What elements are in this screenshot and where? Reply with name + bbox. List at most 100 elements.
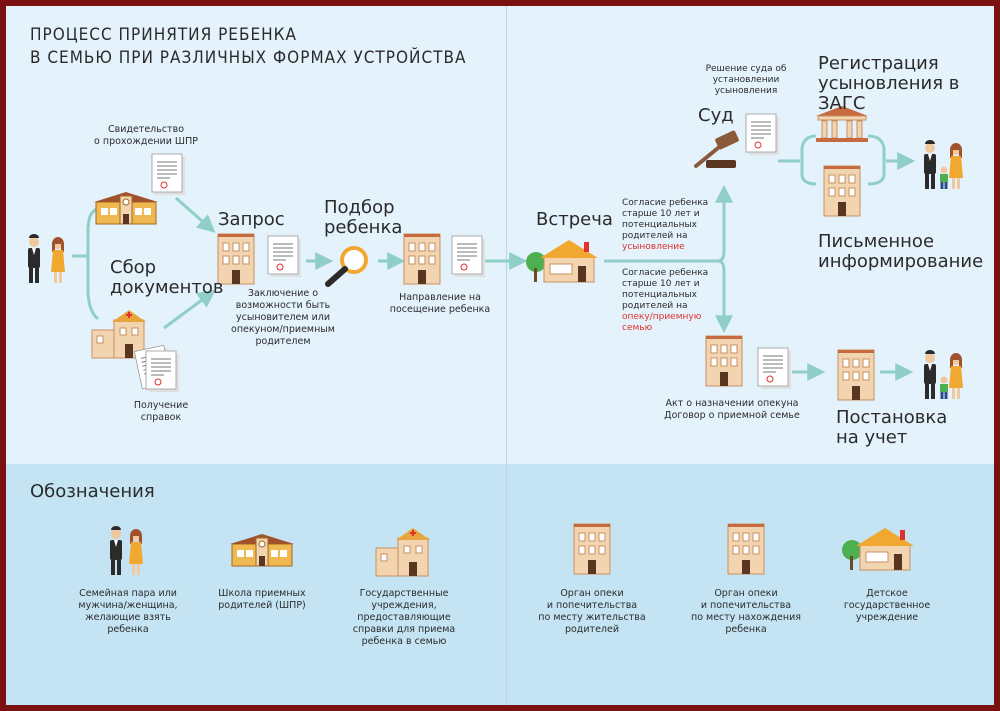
legend-guardian-child-label: Орган опеки и попечительства по месту на… — [686, 588, 806, 636]
note-consent-adopt-highlight: усыновление — [622, 242, 685, 252]
note-conclusion-line-2: возможности быть — [235, 300, 331, 311]
legend-school-line-2: родителей (ШПР) — [218, 600, 306, 611]
legend-guardian-child-icon — [727, 523, 765, 575]
family-with-child-icon — [924, 140, 963, 189]
legend-guardian-child-line-2: и попечительства — [700, 600, 792, 611]
legend-title: Обозначения — [30, 481, 155, 502]
legend-guardian-child-line-3: по месту нахождения — [691, 612, 801, 623]
legend-gov-line-5: ребенка в семью — [361, 636, 447, 647]
legend-school-label: Школа приемных родителей (ШПР) — [206, 588, 318, 612]
legend-gov-line-2: учреждения, — [371, 600, 437, 611]
center-divider — [506, 6, 507, 705]
step-registration-account: Постановка на учет — [836, 408, 947, 448]
note-certificate-line-2: о прохождении ШПР — [94, 136, 198, 147]
legend-orphanage-line-2: государственное — [843, 600, 931, 611]
legend-guardian-home-line-2: и попечительства — [546, 600, 638, 611]
note-conclusion-line-5: родителем — [255, 336, 311, 347]
conclusion-document-icon — [267, 235, 302, 278]
step-child-selection: Подбор ребенка — [324, 198, 402, 238]
legend-gov-line-4: справки для приема — [352, 624, 456, 635]
note-certs-line-2: справок — [140, 412, 182, 423]
step-meeting: Встреча — [536, 209, 613, 230]
legend-school-icon — [229, 533, 295, 567]
step-written-notification: Письменное информирование — [818, 232, 983, 272]
step-request: Запрос — [218, 209, 285, 230]
note-consent-adoption: Согласие ребенка старше 10 лет и потенци… — [622, 198, 718, 253]
note-act-line-2: Договор о приемной семье — [664, 410, 800, 421]
step-collect-line-1: Сбор — [110, 257, 157, 278]
step-collect-line-2: документов — [110, 277, 224, 298]
legend-orphanage-label: Детское государственное учреждение — [832, 588, 942, 624]
legend-guardian-home-line-1: Орган опеки — [560, 588, 624, 599]
note-consent-foster: Согласие ребенка старше 10 лет и потенци… — [622, 268, 718, 334]
note-court-line-1: Решение суда об — [705, 64, 787, 74]
legend-guardian-child-line-4: ребенка — [725, 624, 767, 635]
note-consent-adopt-line-3: потенциальных — [622, 220, 697, 230]
legend-family-line-1: Семейная пара или — [79, 588, 177, 599]
legend-orphanage-line-1: Детское — [866, 588, 908, 599]
court-decision-document-icon — [745, 113, 780, 156]
legend-panel — [6, 464, 994, 705]
note-court-decision: Решение суда об установлении усыновления — [696, 64, 796, 97]
note-act-line-1: Акт о назначении опекуна — [665, 398, 799, 409]
title-line-1: ПРОЦЕСС ПРИНЯТИЯ РЕБЕНКА — [30, 25, 297, 45]
note-court-line-2: установлении — [712, 75, 780, 85]
legend-gov-icon — [375, 527, 431, 577]
papers-icon — [133, 344, 180, 393]
note-consent-foster-line-2: старше 10 лет и — [622, 279, 700, 289]
legend-gov-line-3: предоставляющие — [357, 612, 451, 623]
legend-gov-line-1: Государственные — [359, 588, 449, 599]
note-certs-line-1: Получение — [133, 400, 189, 411]
legend-family-line-3: желающие взять — [85, 612, 171, 623]
note-referral-line-1: Направление на — [399, 292, 481, 303]
family-icon — [28, 234, 65, 283]
legend-guardian-home-line-4: родителей — [564, 624, 620, 635]
note-conclusion-line-1: Заключение о — [247, 288, 319, 299]
referral-document-icon — [451, 235, 486, 278]
legend-family-line-2: мужчина/женщина, — [78, 600, 178, 611]
note-consent-adopt-line-4: родителей на — [622, 231, 688, 241]
school-icon — [93, 191, 159, 225]
note-conclusion-line-3: усыновителем или — [235, 312, 331, 323]
step-registration-line-1: Регистрация — [818, 53, 939, 74]
note-certs: Получение справок — [116, 400, 206, 424]
gavel-icon — [694, 130, 739, 168]
legend-family-label: Семейная пара или мужчина/женщина, желаю… — [68, 588, 188, 636]
step-written-line-2: информирование — [818, 251, 984, 272]
note-consent-adopt-line-1: Согласие ребенка — [622, 198, 709, 208]
guardian-office-icon-3 — [837, 349, 875, 401]
note-consent-foster-line-4: родителей на — [622, 301, 688, 311]
legend-family-line-4: ребенка — [107, 624, 149, 635]
note-act: Акт о назначении опекуна Договор о прием… — [664, 398, 800, 422]
note-certificate-line-1: Свидетельство — [107, 124, 185, 135]
legend-gov-label: Государственные учреждения, предоставляю… — [342, 588, 466, 648]
legend-school-line-1: Школа приемных — [218, 588, 306, 599]
infographic: ПРОЦЕСС ПРИНЯТИЯ РЕБЕНКА В СЕМЬЮ ПРИ РАЗ… — [6, 6, 994, 705]
step-selection-line-2: ребенка — [324, 217, 403, 238]
act-document-icon — [757, 347, 792, 390]
legend-orphanage-icon — [841, 527, 915, 571]
guardian-office-icon-2 — [705, 335, 743, 387]
note-consent-foster-highlight-1: опеку/приемную — [622, 312, 702, 322]
note-consent-foster-highlight-2: семью — [622, 323, 653, 333]
step-written-line-1: Письменное — [818, 231, 935, 252]
step-registration: Регистрация усыновления в ЗАГС — [818, 54, 994, 114]
magnifier-icon — [325, 246, 368, 287]
legend-guardian-child-line-1: Орган опеки — [714, 588, 778, 599]
note-court-line-3: усыновления — [714, 86, 778, 96]
note-consent-foster-line-3: потенциальных — [622, 290, 697, 300]
legend-family-icon — [110, 526, 143, 575]
family-with-child-icon-2 — [924, 350, 963, 399]
note-referral: Направление на посещение ребенка — [384, 292, 496, 316]
step-court: Суд — [698, 105, 734, 126]
note-referral-line-2: посещение ребенка — [389, 304, 491, 315]
note-conclusion: Заключение о возможности быть усыновител… — [228, 288, 338, 348]
legend-orphanage-line-3: учреждение — [855, 612, 919, 623]
legend-guardian-home-line-3: по месту жительства — [538, 612, 646, 623]
legend-guardian-home-icon — [573, 523, 611, 575]
child-guardian-office-icon — [403, 233, 441, 285]
step-selection-line-1: Подбор — [324, 197, 395, 218]
certificate-document-icon — [151, 153, 186, 196]
step-register-line-1: Постановка — [836, 407, 948, 428]
note-consent-adopt-line-2: старше 10 лет и — [622, 209, 700, 219]
